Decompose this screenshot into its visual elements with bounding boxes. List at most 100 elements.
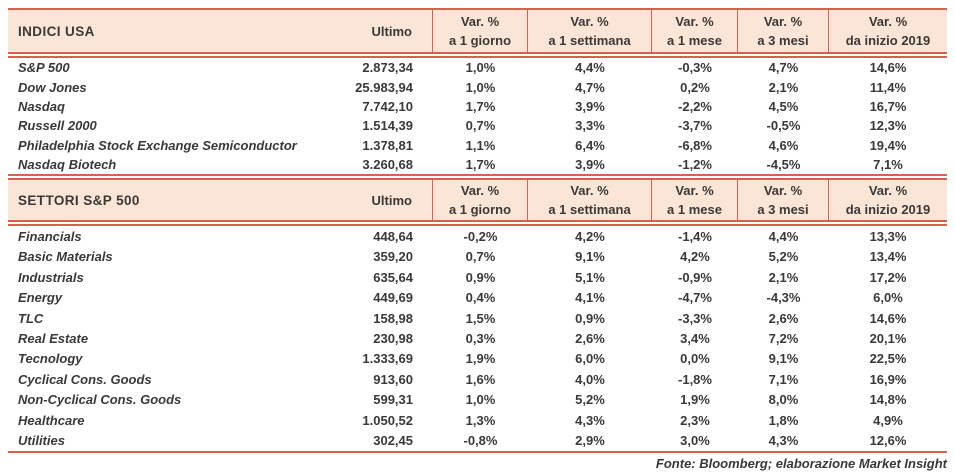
var-value: 4,2% bbox=[680, 249, 710, 265]
ultimo-value: 158,98 bbox=[373, 310, 413, 326]
table-body: S&P 500 2.873,34 1,0% 4,4% -0,3% 4,7% 14,6% Dow… bbox=[8, 58, 947, 174]
var-header-line2: a 1 giorno bbox=[448, 202, 512, 218]
var-value: 20,1% bbox=[869, 330, 907, 346]
var-value: 0,2% bbox=[680, 79, 710, 95]
var-value: 13,4% bbox=[869, 249, 907, 265]
var-header-line1: Var. % bbox=[460, 14, 500, 29]
row-label: S&P 500 bbox=[18, 60, 70, 76]
table-row: Russell 2000 1.514,39 0,7% 3,3% -3,7% -0,5% 12… bbox=[8, 116, 947, 135]
ultimo-value: 302,45 bbox=[373, 432, 413, 448]
row-label: Russell 2000 bbox=[18, 118, 97, 134]
ultimo-value: 1.333,69 bbox=[362, 351, 413, 367]
var-header-line2: da inizio 2019 bbox=[845, 202, 931, 218]
var-header-line1: Var. % bbox=[570, 183, 609, 199]
row-label: Utilities bbox=[18, 432, 65, 448]
var-header-line1: Var. % bbox=[675, 14, 714, 29]
var-value: 4,7% bbox=[575, 79, 605, 95]
column-header-var: Var. % a 1 giorno bbox=[433, 180, 528, 221]
var-value: 0,9% bbox=[465, 269, 496, 285]
var-value: 7,2% bbox=[768, 330, 799, 346]
var-value: 5,2% bbox=[768, 249, 799, 265]
var-value: 1,7% bbox=[465, 98, 496, 114]
divider-bottom bbox=[8, 450, 947, 453]
table-row: Energy 449,69 0,4% 4,1% -4,7% -4,3% 6,0% bbox=[8, 288, 947, 308]
var-value: 1,3% bbox=[465, 412, 496, 428]
var-value: -2,2% bbox=[678, 98, 712, 114]
var-value: -3,7% bbox=[678, 118, 712, 134]
var-value: 1,9% bbox=[465, 351, 496, 367]
var-value: 1,8% bbox=[768, 412, 799, 428]
ultimo-value: 1.050,52 bbox=[362, 412, 413, 428]
divider-between-tables bbox=[8, 174, 947, 181]
var-value: 4,0% bbox=[575, 371, 605, 387]
table-row: Nasdaq 7.742,10 1,7% 3,9% -2,2% 4,5% 16,7% bbox=[8, 97, 947, 116]
var-value: -4,7% bbox=[678, 290, 712, 306]
var-value: -0,8% bbox=[463, 432, 498, 448]
var-value: 1,7% bbox=[465, 157, 496, 173]
var-value: -0,9% bbox=[678, 269, 712, 285]
row-label: Tecnology bbox=[18, 351, 83, 367]
var-value: 1,0% bbox=[465, 60, 496, 76]
ultimo-value: 25.983,94 bbox=[355, 79, 413, 95]
var-header-line2: a 1 settimana bbox=[548, 33, 631, 48]
var-value: -1,4% bbox=[678, 229, 712, 245]
var-value: 5,2% bbox=[575, 392, 605, 408]
row-label: Energy bbox=[18, 290, 63, 306]
var-value: 6,0% bbox=[575, 351, 605, 367]
table-row: Philadelphia Stock Exchange Semiconducto… bbox=[8, 136, 947, 155]
row-label: Philadelphia Stock Exchange Semiconducto… bbox=[18, 137, 297, 153]
column-header-var: Var. % a 1 mese bbox=[652, 180, 738, 221]
var-value: 14,6% bbox=[869, 60, 907, 76]
var-value: 4,1% bbox=[575, 290, 605, 306]
ultimo-value: 1.378,81 bbox=[362, 137, 413, 153]
var-value: 11,4% bbox=[869, 79, 907, 95]
ultimo-value: 449,69 bbox=[373, 290, 413, 306]
var-value: 4,2% bbox=[575, 229, 605, 245]
var-value: 4,6% bbox=[768, 137, 799, 153]
row-label: Healthcare bbox=[18, 412, 85, 428]
row-label: Basic Materials bbox=[18, 249, 113, 265]
var-value: -0,5% bbox=[766, 118, 801, 134]
var-value: 1,9% bbox=[680, 392, 710, 408]
table-title: INDICI USA bbox=[18, 23, 95, 39]
var-value: 19,4% bbox=[869, 137, 907, 153]
var-value: 0,7% bbox=[465, 118, 496, 134]
row-label: Dow Jones bbox=[18, 79, 87, 95]
table-row: Basic Materials 359,20 0,7% 9,1% 4,2% 5,2% 13,… bbox=[8, 247, 947, 267]
var-value: 0,3% bbox=[465, 330, 496, 346]
var-value: 13,3% bbox=[869, 229, 907, 245]
var-value: 12,3% bbox=[869, 118, 907, 134]
var-value: 0,0% bbox=[680, 351, 710, 367]
var-value: 4,3% bbox=[575, 412, 605, 428]
var-header-line2: a 3 mesi bbox=[757, 202, 809, 218]
column-header-var: Var. % a 1 mese bbox=[652, 10, 738, 52]
var-value: 8,0% bbox=[768, 392, 799, 408]
var-header-line1: Var. % bbox=[460, 183, 500, 199]
var-value: 2,3% bbox=[680, 412, 710, 428]
var-value: 2,1% bbox=[768, 269, 799, 285]
var-value: 4,3% bbox=[768, 432, 799, 448]
var-value: 1,0% bbox=[465, 392, 496, 408]
var-value: 4,4% bbox=[575, 60, 605, 76]
var-value: 9,1% bbox=[768, 351, 799, 367]
var-value: -4,5% bbox=[766, 157, 801, 173]
row-label: Cyclical Cons. Goods bbox=[18, 371, 152, 387]
var-header-line1: Var. % bbox=[570, 14, 609, 29]
table-row: Utilities 302,45 -0,8% 2,9% 3,0% 4,3% 12,6% bbox=[8, 430, 947, 450]
var-value: 12,6% bbox=[869, 432, 907, 448]
column-header-var: Var. % a 1 settimana bbox=[528, 180, 652, 221]
var-value: 1,1% bbox=[465, 137, 496, 153]
var-value: 3,4% bbox=[680, 330, 710, 346]
table-indici-usa: INDICI USA Ultimo Var. % a 1 giorno Var. %… bbox=[8, 8, 947, 174]
ultimo-value: 359,20 bbox=[373, 249, 413, 265]
var-header-line1: Var. % bbox=[868, 14, 908, 29]
column-header-ultimo: Ultimo bbox=[320, 10, 433, 52]
column-header-var: Var. % da inizio 2019 bbox=[829, 180, 947, 220]
var-value: 1,0% bbox=[465, 79, 496, 95]
var-value: 0,9% bbox=[575, 310, 605, 326]
table-row: Industrials 635,64 0,9% 5,1% -0,9% 2,1% 17,2% bbox=[8, 267, 947, 287]
row-label: TLC bbox=[18, 310, 44, 326]
column-header-var: Var. % a 1 giorno bbox=[433, 10, 528, 52]
table-row: S&P 500 2.873,34 1,0% 4,4% -0,3% 4,7% 14,6% bbox=[8, 58, 947, 77]
